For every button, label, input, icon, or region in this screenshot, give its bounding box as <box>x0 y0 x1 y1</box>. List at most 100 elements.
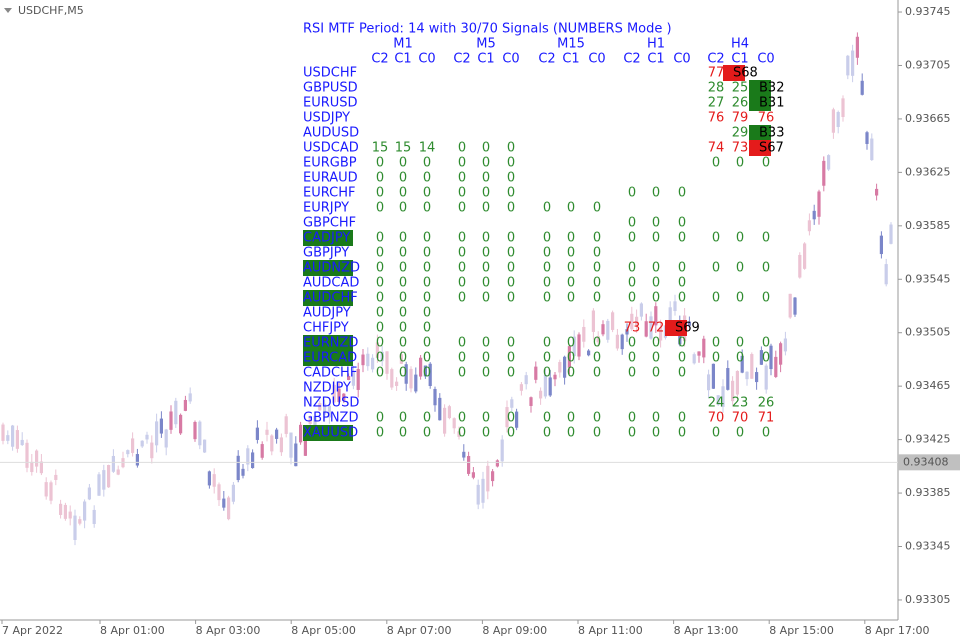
rsi-value: 29 <box>732 126 749 141</box>
candle-body <box>308 417 312 425</box>
rsi-value: 0 <box>678 426 686 441</box>
candle-body <box>414 374 418 392</box>
candle-body <box>553 374 557 380</box>
rsi-value: 0 <box>507 291 515 306</box>
rsi-value: 0 <box>376 366 384 381</box>
rsi-value: 0 <box>482 186 490 201</box>
rsi-value: 0 <box>423 156 431 171</box>
rsi-value: 70 <box>708 411 725 426</box>
price-tick-label: 0.93745 <box>905 5 951 18</box>
rsi-value: 15 <box>395 141 412 156</box>
candle-body <box>241 468 245 476</box>
rsi-value: 0 <box>507 336 515 351</box>
rsi-value: 0 <box>762 351 770 366</box>
rsi-value: 0 <box>507 276 515 291</box>
rsi-value: 0 <box>736 351 744 366</box>
rsi-value: 0 <box>593 201 601 216</box>
rsi-value: 0 <box>593 336 601 351</box>
pair-name: AUDCAD <box>303 276 359 291</box>
candle-body <box>721 386 725 407</box>
candle-body <box>102 470 106 490</box>
rsi-value: 0 <box>482 366 490 381</box>
candle-body <box>107 465 111 488</box>
candle-body <box>519 384 523 391</box>
rsi-value: 0 <box>543 246 551 261</box>
candle-body <box>20 439 24 446</box>
rsi-value: 0 <box>678 351 686 366</box>
candle-body <box>39 461 43 474</box>
candle-body <box>164 429 168 448</box>
time-label: 8 Apr 11:00 <box>578 624 643 637</box>
candle-body <box>495 460 499 467</box>
column-header: C0 <box>588 52 605 67</box>
pair-highlight <box>303 335 353 351</box>
candle-body <box>159 418 163 434</box>
rsi-value: 0 <box>423 351 431 366</box>
column-header: C1 <box>647 52 664 67</box>
candle-body <box>807 220 811 232</box>
time-label: 8 Apr 01:00 <box>100 624 165 637</box>
candle-body <box>54 474 58 480</box>
candle-body <box>313 416 317 432</box>
pair-highlight <box>303 290 353 306</box>
rsi-value: 0 <box>762 261 770 276</box>
candle-body <box>260 444 264 458</box>
rsi-value: 0 <box>736 231 744 246</box>
candle-body <box>601 324 605 335</box>
candle-body <box>731 380 735 402</box>
rsi-value: 0 <box>458 186 466 201</box>
rsi-value: 0 <box>458 411 466 426</box>
candle-body <box>644 321 648 337</box>
candle-body <box>745 371 749 380</box>
rsi-value: 0 <box>399 321 407 336</box>
candle-body <box>659 327 663 341</box>
candle-body <box>716 395 720 405</box>
rsi-value: 0 <box>423 411 431 426</box>
candle-body <box>342 393 346 400</box>
candle-body <box>543 374 547 397</box>
candle-body <box>44 482 48 497</box>
rsi-value: 0 <box>376 306 384 321</box>
rsi-value: 72 <box>648 321 665 336</box>
rsi-value: 0 <box>507 261 515 276</box>
candle-body <box>438 397 442 421</box>
candle-body <box>212 474 216 487</box>
rsi-value: 14 <box>419 141 436 156</box>
signal-label: B32 <box>759 81 784 96</box>
rsi-value: 0 <box>678 216 686 231</box>
rsi-value: 0 <box>712 261 720 276</box>
rsi-value: 0 <box>678 186 686 201</box>
pair-name: GBPCHF <box>303 216 356 231</box>
candle-body <box>860 80 864 95</box>
candle-body <box>817 191 821 217</box>
rsi-value: 0 <box>736 291 744 306</box>
rsi-value: 0 <box>482 246 490 261</box>
candle-body <box>347 375 351 380</box>
price-tick-label: 0.93465 <box>905 379 951 392</box>
candle-body <box>851 50 855 76</box>
rsi-value: 0 <box>482 351 490 366</box>
menu-arrow[interactable] <box>4 8 12 13</box>
rsi-value: 0 <box>652 411 660 426</box>
rsi-value: 0 <box>482 201 490 216</box>
candle-body <box>649 316 653 339</box>
rsi-value: 0 <box>376 201 384 216</box>
rsi-value: 0 <box>567 426 575 441</box>
candle-body <box>337 388 341 402</box>
candle-body <box>567 346 571 368</box>
pair-name: XAUUSD <box>303 426 358 441</box>
column-header: C1 <box>562 52 579 67</box>
candle-body <box>529 397 533 406</box>
rsi-value: 0 <box>543 366 551 381</box>
pair-name: USDCHF <box>303 66 357 81</box>
rsi-value: 0 <box>507 141 515 156</box>
candle-body <box>889 224 893 244</box>
candle-body <box>783 338 787 352</box>
rsi-value: 0 <box>567 246 575 261</box>
rsi-value: 0 <box>458 366 466 381</box>
candle-body <box>639 303 643 317</box>
rsi-value: 0 <box>458 201 466 216</box>
candle-body <box>697 351 701 356</box>
rsi-value: 0 <box>482 426 490 441</box>
column-header: C0 <box>502 52 519 67</box>
